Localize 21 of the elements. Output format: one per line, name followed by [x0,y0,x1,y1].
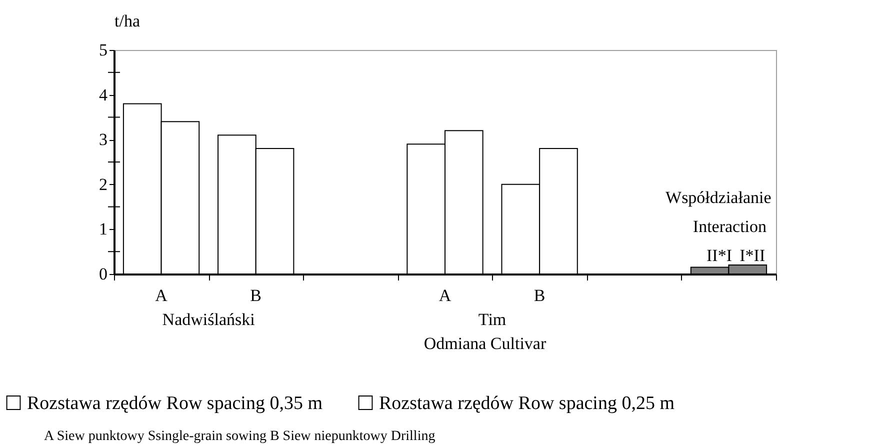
annotation: I*II [740,246,766,265]
y-tick-label: 2 [99,174,108,194]
x-tick-label: B [250,286,262,305]
text: A Siew punktowy Ssingle-grain sowing B Siew niepunktowy Drilling [44,429,436,444]
x-tick-label: B [534,286,546,305]
x-axis-title: Odmiana Cultivar [424,334,546,353]
y-tick-label: 0 [99,264,108,284]
text: Tim [478,310,506,329]
x-tick-label: A [438,286,452,305]
annotation: Interaction [692,217,768,236]
y-tick-label: 5 [99,40,108,60]
legend-label: Rozstawa rzędów Row spacing 0,35 m [27,392,323,414]
y-tick-label: 3 [99,130,108,150]
x-tick-label: A [155,286,168,305]
y-tick-label: 4 [99,85,108,104]
annotation: II*I [706,246,732,265]
y-axis-title: t/ha [114,12,140,30]
y-tick-label: 1 [99,220,108,239]
legend-label: Rozstawa rzędów Row spacing 0,25 m [379,392,675,414]
annotation: Współdziałanie [666,188,772,207]
text: Nadwiślański [162,310,256,329]
